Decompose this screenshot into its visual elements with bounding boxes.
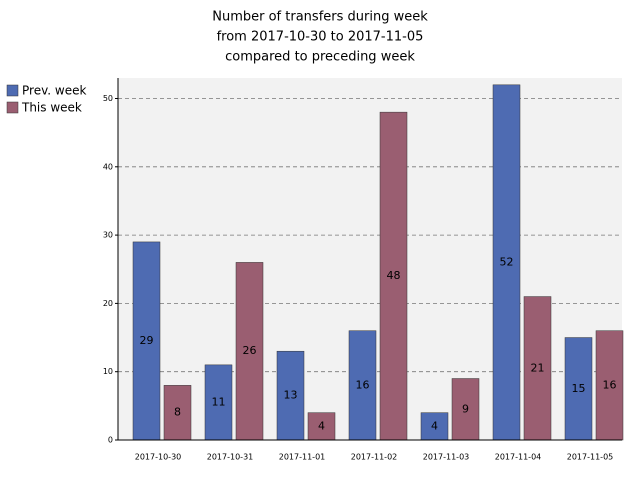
x-tick-label: 2017-11-05 — [567, 453, 614, 462]
x-tick-label: 2017-11-02 — [351, 453, 398, 462]
bar — [132, 241, 161, 441]
bar — [420, 412, 449, 441]
y-tick-label: 10 — [103, 367, 113, 376]
bar — [235, 262, 264, 441]
bar — [379, 111, 408, 441]
value-label: 11 — [212, 395, 226, 408]
bar — [307, 412, 336, 441]
value-label: 48 — [387, 269, 401, 282]
value-label: 16 — [603, 378, 617, 391]
chart-title: Number of transfers during week — [212, 10, 428, 25]
x-tick-label: 2017-10-30 — [135, 453, 182, 462]
value-label: 16 — [356, 378, 370, 391]
y-tick-label: 40 — [103, 162, 113, 171]
legend-swatch — [6, 101, 19, 114]
bar — [451, 378, 480, 441]
value-label: 9 — [462, 402, 469, 415]
value-label: 26 — [243, 344, 257, 357]
value-label: 15 — [572, 382, 586, 395]
value-label: 8 — [174, 406, 181, 419]
bar — [492, 84, 521, 441]
legend-label: Prev. week — [22, 84, 86, 98]
value-label: 4 — [431, 419, 438, 432]
bar — [276, 350, 305, 441]
bar — [348, 330, 377, 441]
value-label: 4 — [318, 419, 325, 432]
value-label: 21 — [531, 361, 545, 374]
y-tick-label: 0 — [108, 436, 113, 445]
value-label: 13 — [284, 389, 298, 402]
x-tick-label: 2017-11-03 — [423, 453, 470, 462]
y-tick-label: 30 — [103, 231, 113, 240]
legend-label: This week — [21, 101, 82, 115]
value-label: 29 — [140, 334, 154, 347]
chart-title: compared to preceding week — [225, 50, 415, 65]
bar — [204, 364, 233, 441]
chart-title: from 2017-10-30 to 2017-11-05 — [217, 30, 424, 45]
bar — [163, 385, 192, 441]
x-tick-label: 2017-10-31 — [207, 453, 254, 462]
y-tick-label: 20 — [103, 299, 113, 308]
y-tick-label: 50 — [103, 94, 113, 103]
x-tick-label: 2017-11-04 — [495, 453, 542, 462]
value-label: 52 — [500, 255, 514, 268]
legend-swatch — [6, 84, 19, 97]
x-tick-label: 2017-11-01 — [279, 453, 326, 462]
bar — [523, 296, 552, 441]
